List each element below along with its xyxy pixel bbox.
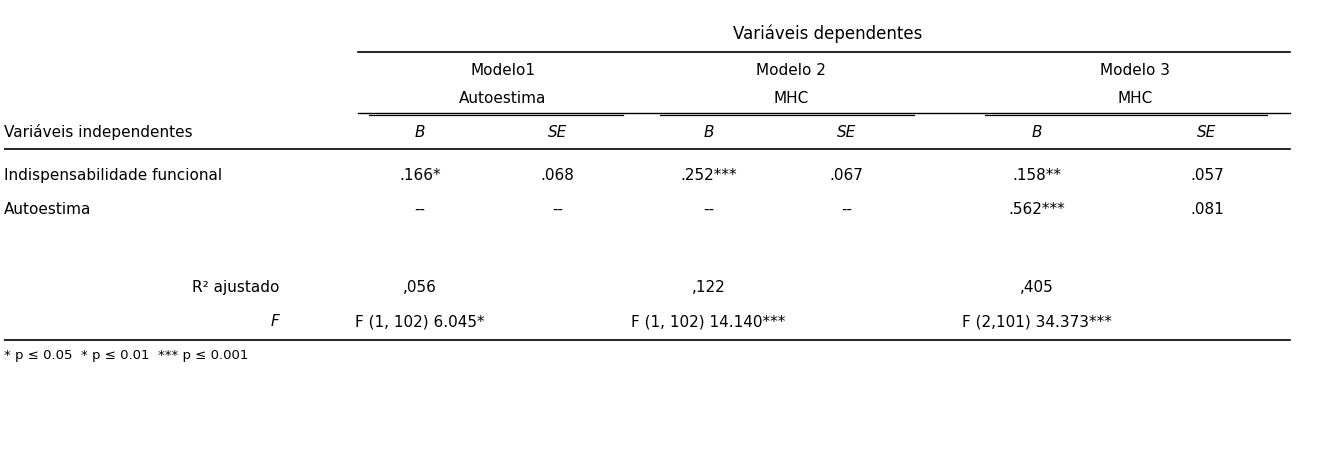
Text: * p ≤ 0.05  * p ≤ 0.01  *** p ≤ 0.001: * p ≤ 0.05 * p ≤ 0.01 *** p ≤ 0.001 [4, 349, 248, 361]
Text: Autoestima: Autoestima [4, 202, 91, 217]
Text: .067: .067 [829, 168, 863, 183]
Text: B: B [704, 125, 714, 139]
Text: B: B [1031, 125, 1041, 139]
Text: F: F [271, 314, 280, 329]
Text: Indispensabilidade funcional: Indispensabilidade funcional [4, 168, 222, 183]
Text: .562***: .562*** [1008, 202, 1065, 217]
Text: F (1, 102) 14.140***: F (1, 102) 14.140*** [631, 314, 785, 329]
Text: Modelo1: Modelo1 [470, 63, 535, 78]
Text: R² ajustado: R² ajustado [193, 280, 280, 295]
Text: Autoestima: Autoestima [459, 91, 546, 106]
Text: Variáveis independentes: Variáveis independentes [4, 124, 193, 140]
Text: SE: SE [548, 125, 568, 139]
Text: .068: .068 [541, 168, 574, 183]
Text: ,405: ,405 [1019, 280, 1053, 295]
Text: Modelo 2: Modelo 2 [756, 63, 826, 78]
Text: --: -- [704, 202, 714, 217]
Text: .081: .081 [1191, 202, 1224, 217]
Text: F (2,101) 34.373***: F (2,101) 34.373*** [961, 314, 1111, 329]
Text: .252***: .252*** [680, 168, 737, 183]
Text: --: -- [414, 202, 425, 217]
Text: SE: SE [837, 125, 855, 139]
Text: MHC: MHC [1118, 91, 1154, 106]
Text: SE: SE [1197, 125, 1217, 139]
Text: MHC: MHC [774, 91, 809, 106]
Text: .166*: .166* [399, 168, 441, 183]
Text: Modelo 3: Modelo 3 [1101, 63, 1171, 78]
Text: --: -- [552, 202, 564, 217]
Text: Variáveis dependentes: Variáveis dependentes [733, 24, 921, 43]
Text: .057: .057 [1191, 168, 1224, 183]
Text: B: B [414, 125, 425, 139]
Text: --: -- [841, 202, 851, 217]
Text: F (1, 102) 6.045*: F (1, 102) 6.045* [355, 314, 484, 329]
Text: ,122: ,122 [692, 280, 726, 295]
Text: .158**: .158** [1012, 168, 1061, 183]
Text: ,056: ,056 [403, 280, 437, 295]
